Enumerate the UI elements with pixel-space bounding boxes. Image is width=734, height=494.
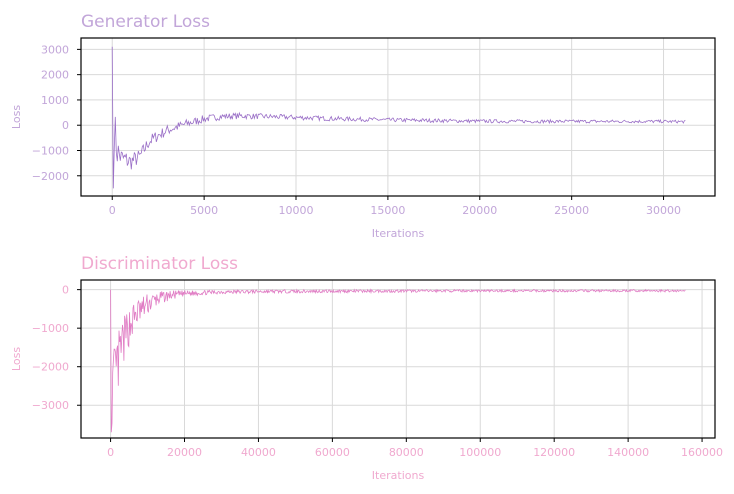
y-tick-label: 2000 [41,69,69,82]
y-tick-label: −2000 [32,361,69,374]
x-tick-label: 140000 [607,446,649,459]
x-axis-label: Iterations [372,227,425,240]
x-tick-label: 80000 [389,446,424,459]
y-tick-label: 3000 [41,43,69,56]
x-tick-label: 60000 [315,446,350,459]
plot-frame [80,279,716,439]
x-tick-label: 30000 [646,204,681,217]
x-tick-label: 0 [107,446,114,459]
y-tick-label: 0 [62,284,69,297]
y-tick-label: −1000 [32,322,69,335]
x-tick-label: 5000 [190,204,218,217]
x-tick-label: 160000 [681,446,723,459]
y-tick-label: −3000 [32,399,69,412]
chart-title: Discriminator Loss [81,254,238,274]
y-axis-label: Loss [10,347,23,371]
x-axis-label: Iterations [372,469,425,482]
y-tick-label: −2000 [32,170,69,183]
x-tick-label: 40000 [241,446,276,459]
y-tick-label: 1000 [41,94,69,107]
x-tick-label: 100000 [459,446,501,459]
x-tick-label: 15000 [370,204,405,217]
generator-loss-chart: Generator Loss 0 5000 10000 15000 20000 25000… [10,12,716,240]
x-tick-label: 0 [109,204,116,217]
x-tick-label: 20000 [167,446,202,459]
chart-title: Generator Loss [81,12,210,32]
x-tick-label: 10000 [279,204,314,217]
y-axis-label: Loss [10,105,23,129]
plot-frame [80,37,716,197]
x-tick-label: 120000 [533,446,575,459]
series-line [111,46,686,189]
y-tick-label: −1000 [32,144,69,157]
series-line [110,288,686,433]
y-tick-label: 0 [62,119,69,132]
x-tick-label: 20000 [462,204,497,217]
discriminator-loss-chart: Discriminator Loss 0 20000 40000 60000 80000… [10,254,723,482]
x-tick-label: 25000 [554,204,589,217]
